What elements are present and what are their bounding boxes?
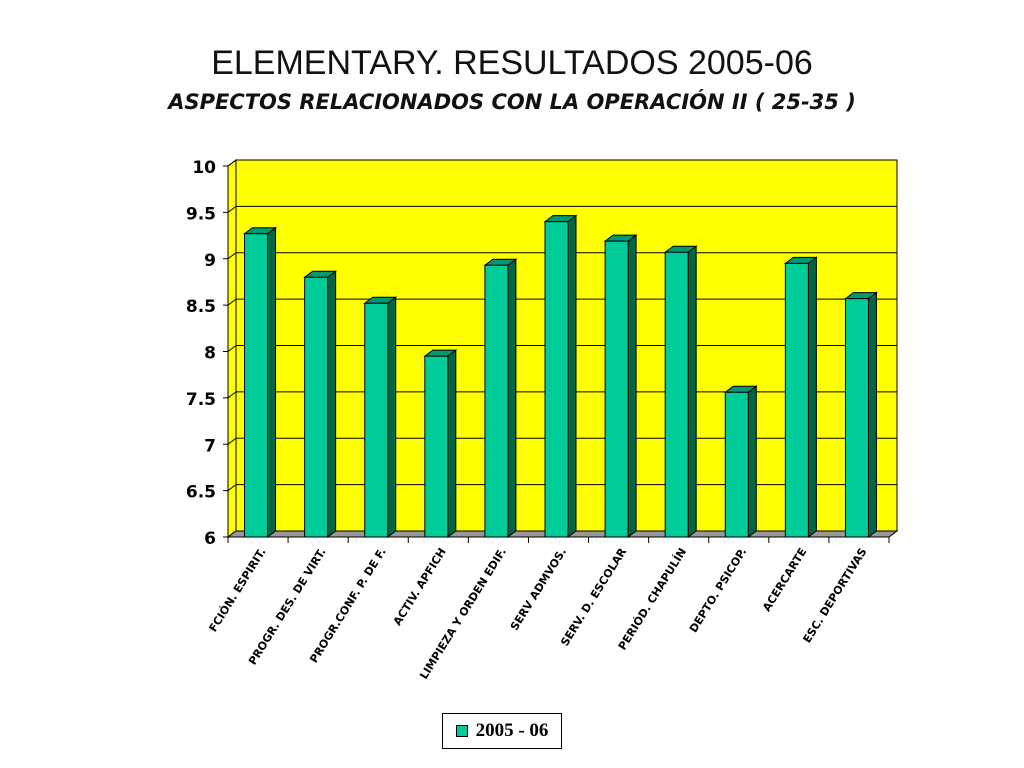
bar-side [447, 349, 457, 538]
gridline-side [227, 391, 237, 399]
y-tick-label: 8.5 [186, 297, 216, 317]
bar-side [267, 226, 277, 538]
bar-side [327, 270, 337, 538]
bar-side [387, 296, 397, 538]
bar [664, 251, 689, 538]
gridline-side [227, 345, 237, 352]
bar [244, 233, 269, 538]
x-tick-label: SERV ADMVOS. [508, 546, 569, 633]
bar [784, 262, 809, 538]
bar [544, 221, 569, 538]
bar-side [867, 291, 877, 538]
bar [604, 240, 629, 538]
bar [844, 298, 869, 538]
y-tick-label: 6 [204, 529, 216, 549]
x-tick-label: PERIÓD. CHAPULÍN [616, 546, 689, 653]
bar [724, 391, 749, 538]
bar-side [627, 234, 637, 538]
x-tick-label: DEPTO. PSICOP. [687, 546, 749, 635]
chart-subtitle: ASPECTOS RELACIONADOS CON LA OPERACIÓN I… [168, 90, 856, 114]
x-tick-label: FCIÓN. ESPIRIT. [206, 546, 268, 635]
chart-title: ELEMENTARY. RESULTADOS 2005-06 [211, 44, 813, 82]
bar-side [807, 256, 817, 538]
y-tick-label: 6.5 [186, 483, 216, 503]
bar [364, 302, 389, 538]
bar-side [507, 258, 517, 538]
y-tick-label: 7.5 [186, 390, 216, 410]
gridline-side [227, 484, 237, 492]
x-tick-label: SERV. D. ESCOLAR [558, 545, 629, 648]
y-tick-label: 10 [192, 158, 216, 178]
bar-side [687, 245, 697, 538]
bar-side [747, 385, 757, 538]
x-tick-label: ESC. DEPORTIVAS [801, 546, 870, 646]
gridline-side [227, 159, 237, 167]
gridline-side [227, 205, 237, 213]
gridline-side [227, 437, 237, 445]
legend-label: 2005 - 06 [475, 720, 549, 741]
bar [424, 355, 449, 538]
y-tick-label: 7 [204, 436, 216, 456]
bar-side [567, 214, 577, 538]
legend: 2005 - 06 [442, 713, 562, 749]
bar [484, 264, 509, 538]
y-tick-label: 8 [204, 344, 216, 364]
y-tick-label: 9 [204, 251, 216, 271]
gridline-side [227, 252, 237, 260]
bar [304, 276, 329, 538]
gridline-side [227, 298, 237, 306]
x-tick-label: ACTIV. APFICH [391, 546, 449, 628]
legend-swatch [455, 725, 468, 737]
x-tick-label: ACERCARTE [760, 546, 809, 614]
y-tick-label: 9.5 [186, 204, 216, 224]
